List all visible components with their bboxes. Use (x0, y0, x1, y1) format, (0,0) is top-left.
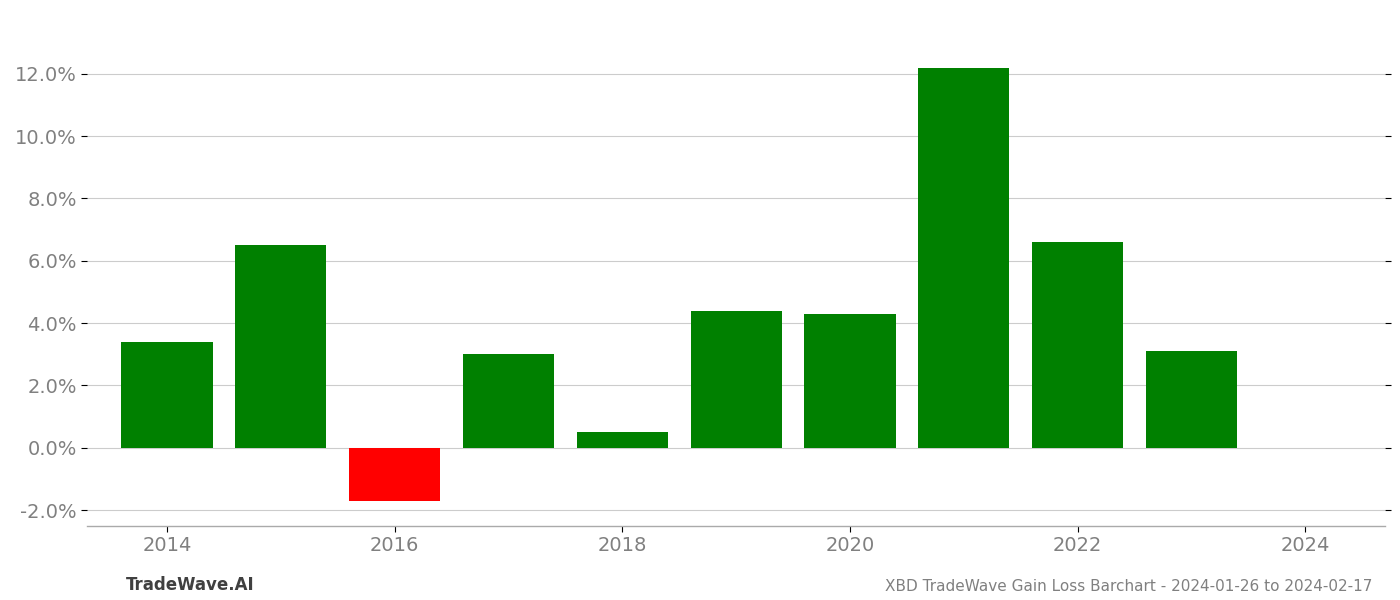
Bar (349, 448, 440, 500)
Text: XBD TradeWave Gain Loss Barchart - 2024-01-26 to 2024-02-17: XBD TradeWave Gain Loss Barchart - 2024-… (885, 579, 1372, 594)
Bar (805, 314, 896, 448)
Bar (122, 342, 213, 448)
Bar (235, 245, 326, 448)
Text: TradeWave.AI: TradeWave.AI (126, 576, 255, 594)
Bar (1147, 351, 1238, 448)
Bar (918, 68, 1009, 448)
Bar (1032, 242, 1123, 448)
Bar (577, 432, 668, 448)
Bar (463, 354, 554, 448)
Bar (690, 311, 781, 448)
